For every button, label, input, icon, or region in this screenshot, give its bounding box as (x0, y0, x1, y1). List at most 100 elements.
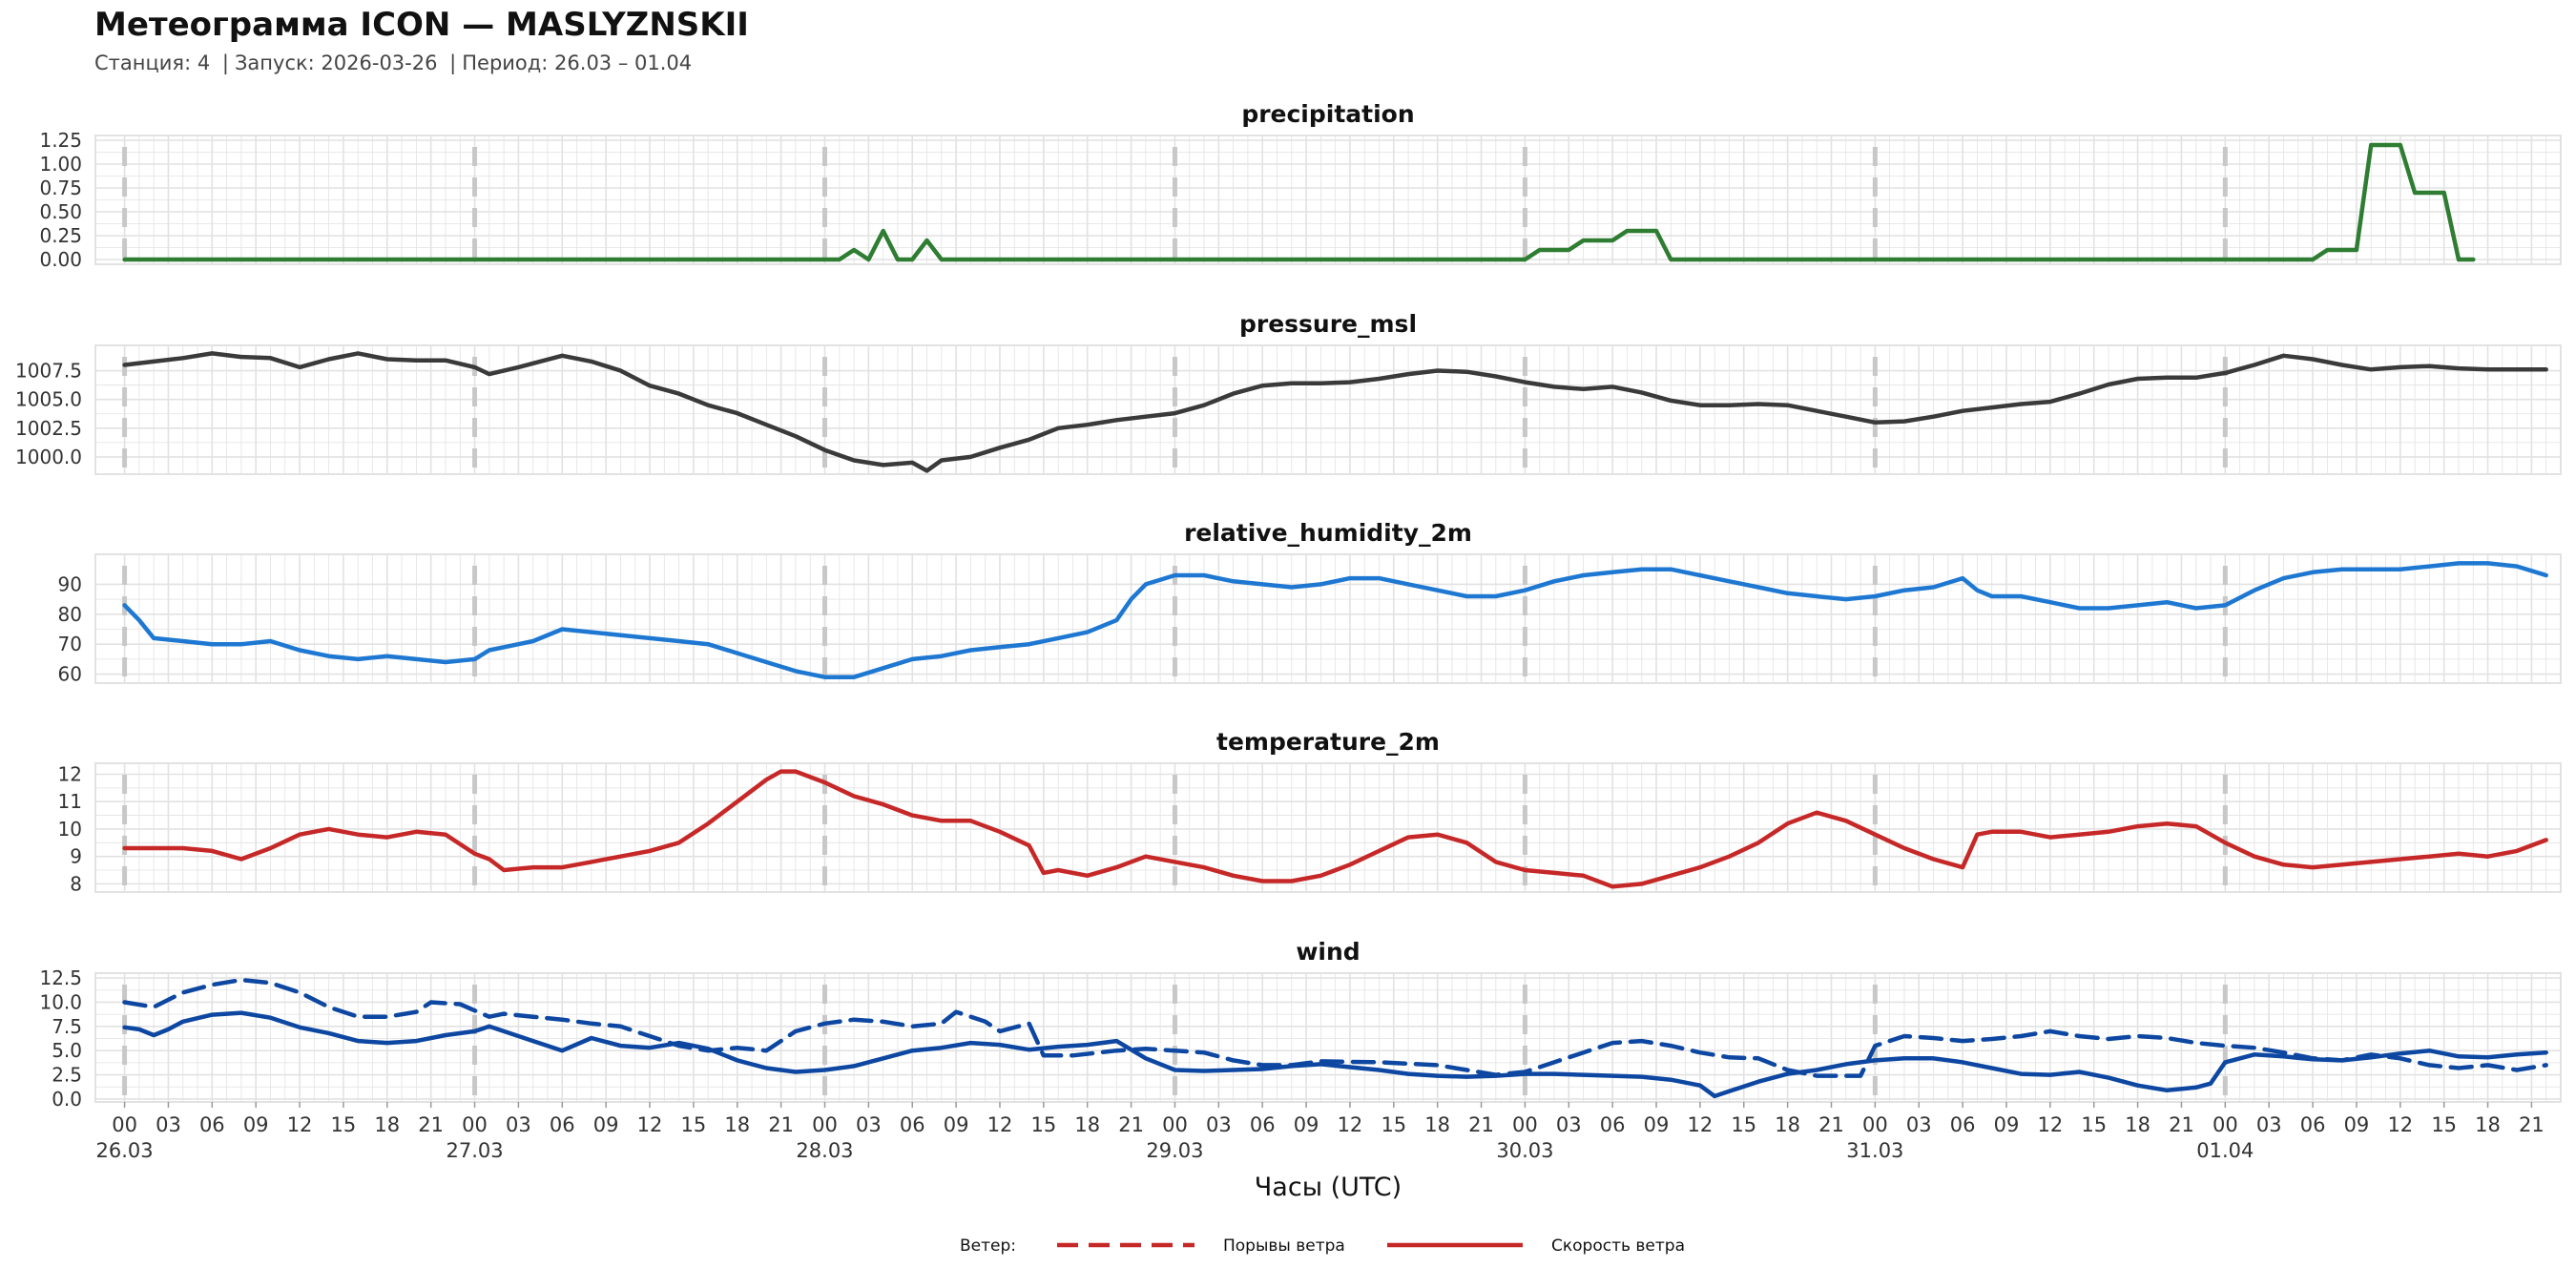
panel-title: wind (1296, 938, 1360, 966)
series-line-precip (122, 142, 2476, 262)
legend-label-speed: Скорость ветра (1551, 1236, 1685, 1256)
panel-pressure: 1000.0 1002.5 1005.0 1007.5 pressure_msl (15, 310, 2562, 475)
x-tick-label: 06 (2300, 1113, 2326, 1136)
x-tick-label: 00 (1162, 1113, 1188, 1136)
x-date-label: 30.03 (1496, 1139, 1553, 1162)
x-tick-label: 15 (1731, 1113, 1756, 1136)
x-tick-label: 15 (331, 1113, 357, 1136)
x-date-label: 31.03 (1846, 1139, 1903, 1162)
x-tick-label: 06 (1250, 1113, 1276, 1136)
x-axis-label: Часы (UTC) (1255, 1173, 1402, 1202)
x-tick-label: 00 (812, 1113, 838, 1136)
y-tick-label: 0.0 (52, 1088, 82, 1111)
x-tick-label: 21 (418, 1113, 444, 1136)
station-label: Станция: 4 (94, 52, 211, 74)
x-tick-label: 06 (900, 1113, 925, 1136)
legend-title: Ветер: (960, 1236, 1016, 1256)
x-tick-label: 06 (199, 1113, 225, 1136)
panel-frame (94, 762, 2562, 893)
panel-frame (94, 972, 2562, 1103)
x-tick-label: 06 (1600, 1113, 1626, 1136)
x-tick-label: 15 (2431, 1113, 2457, 1136)
chart-subtitle: Станция: 4 | Запуск: 2026-03-26 | Период: … (94, 52, 692, 74)
y-tick-label: 1007.5 (15, 360, 82, 383)
y-tick-label: 10.0 (39, 990, 82, 1013)
subtitle-separator: | (221, 52, 229, 74)
y-tick-label: 70 (58, 633, 82, 655)
panel-title: relative_humidity_2m (1184, 519, 1472, 547)
page-title: Метеограмма ICON — MASLYZNSKII (94, 6, 749, 44)
panel-humidity: 60 70 80 90 relative_humidity_2m (58, 519, 2562, 686)
x-tick-label: 09 (593, 1113, 619, 1136)
x-tick-label: 09 (1294, 1113, 1319, 1136)
y-tick-label: 9 (70, 845, 82, 868)
legend: Ветер: Порывы ветра Скорость ветра (960, 1236, 1685, 1256)
x-tick-label: 09 (243, 1113, 269, 1136)
series-line-wind (122, 1010, 2548, 1099)
x-tick-label: 00 (2212, 1113, 2238, 1136)
panel-title: pressure_msl (1239, 310, 1417, 338)
x-date-label: 27.03 (446, 1139, 503, 1162)
y-tick-label: 12.5 (39, 966, 82, 989)
x-tick-label: 18 (1074, 1113, 1100, 1136)
run-label: Запуск: 2026-03-26 (234, 52, 438, 74)
x-tick-label: 03 (1556, 1113, 1582, 1136)
x-tick-label: 03 (856, 1113, 882, 1136)
x-tick-label: 06 (550, 1113, 575, 1136)
x-tick-label: 12 (987, 1113, 1013, 1136)
x-tick-label: 18 (374, 1113, 400, 1136)
y-tick-label: 80 (58, 603, 82, 626)
panel-temperature: 8 9 10 11 12 temperature_2m (58, 728, 2562, 895)
x-tick-label: 21 (768, 1113, 794, 1136)
x-axis: 00 03 06 09 12 15 18 21 00 03 06 09 12 15 18 21 00 03 06 09… (96, 1102, 2545, 1202)
y-tick-label: 0.75 (39, 177, 82, 199)
x-date-label: 29.03 (1146, 1139, 1203, 1162)
x-tick-label: 09 (1994, 1113, 2020, 1136)
legend-label-gusts: Порывы ветра (1223, 1236, 1345, 1256)
panel-title: temperature_2m (1216, 728, 1440, 756)
series-line-pressure (122, 351, 2548, 473)
x-tick-label: 18 (2125, 1113, 2150, 1136)
series-line-humidity (122, 561, 2548, 679)
panel-wind: 0.02.55.07.510.012.5 wind (39, 938, 2562, 1111)
y-tick-label: 0.25 (39, 224, 82, 247)
y-tick-label: 0.00 (39, 248, 82, 271)
x-tick-label: 03 (1906, 1113, 1932, 1136)
y-tick-label: 90 (58, 572, 82, 595)
x-tick-label: 09 (1644, 1113, 1670, 1136)
x-tick-label: 00 (1512, 1113, 1538, 1136)
x-tick-label: 00 (462, 1113, 488, 1136)
y-tick-label: 11 (58, 790, 82, 813)
x-date-label: 26.03 (96, 1139, 154, 1162)
x-tick-label: 21 (1818, 1113, 1844, 1136)
subtitle-separator: | (449, 52, 457, 74)
y-tick-label: 5.0 (52, 1039, 82, 1062)
x-tick-label: 03 (156, 1113, 181, 1136)
panel-frame (94, 344, 2562, 475)
y-tick-label: 2.5 (52, 1064, 82, 1087)
panel-precip: 0.000.250.500.751.001.25 precipitation (39, 100, 2562, 271)
y-tick-label: 8 (70, 872, 82, 895)
x-tick-label: 12 (2387, 1113, 2413, 1136)
x-tick-label: 09 (944, 1113, 969, 1136)
x-date-label: 28.03 (796, 1139, 853, 1162)
y-tick-label: 1.25 (39, 129, 82, 152)
y-tick-label: 60 (58, 663, 82, 686)
panel-frame (94, 553, 2562, 684)
x-tick-label: 18 (1775, 1113, 1800, 1136)
x-tick-label: 12 (1688, 1113, 1714, 1136)
x-tick-label: 06 (1950, 1113, 1976, 1136)
x-tick-label: 09 (2344, 1113, 2370, 1136)
x-tick-label: 15 (681, 1113, 707, 1136)
x-tick-label: 21 (2519, 1113, 2545, 1136)
y-tick-label: 0.50 (39, 200, 82, 223)
x-tick-label: 15 (1381, 1113, 1406, 1136)
x-tick-label: 21 (1118, 1113, 1144, 1136)
x-tick-label: 12 (287, 1113, 313, 1136)
x-tick-label: 03 (506, 1113, 531, 1136)
x-tick-label: 15 (2081, 1113, 2107, 1136)
x-tick-label: 21 (1468, 1113, 1494, 1136)
x-tick-label: 00 (112, 1113, 137, 1136)
x-tick-label: 12 (2037, 1113, 2063, 1136)
